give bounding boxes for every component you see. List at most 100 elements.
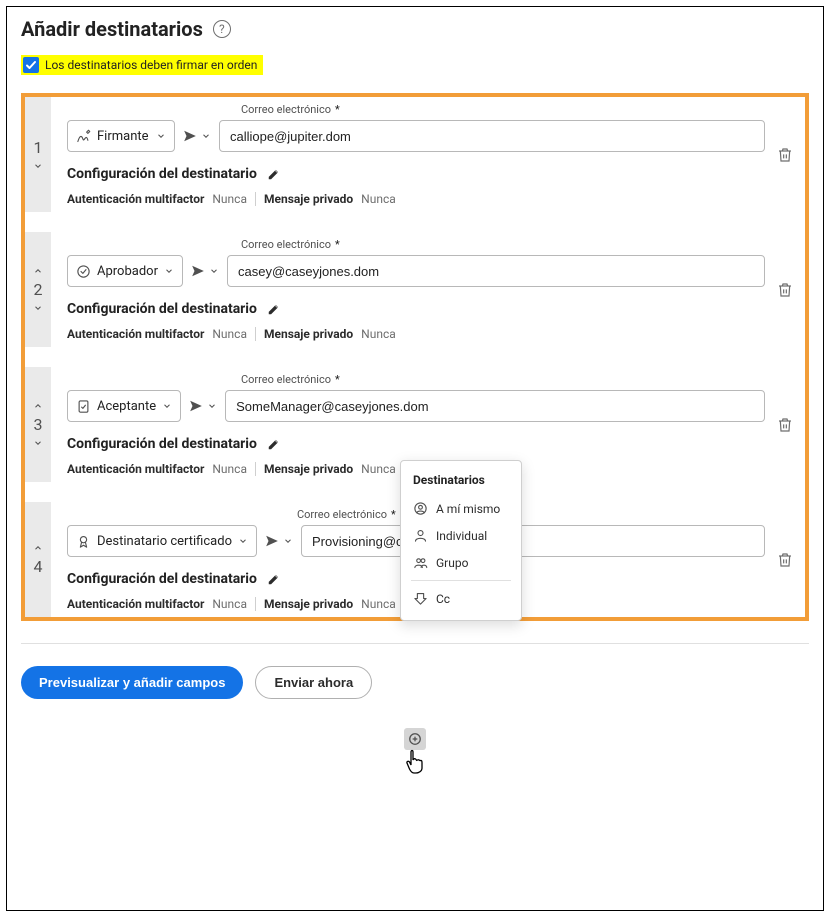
recipient-config-title: Configuración del destinatario <box>67 436 257 452</box>
move-down-icon[interactable] <box>33 161 43 171</box>
recipient-email-input[interactable] <box>227 255 765 287</box>
send-icon <box>191 264 205 278</box>
edit-config-button[interactable] <box>267 572 281 586</box>
sign-in-order-label: Los destinatarios deben firmar en orden <box>45 58 257 72</box>
mfa-label: Autenticación multifactor <box>67 192 204 206</box>
divider <box>21 643 809 644</box>
popover-item-label: A mí mismo <box>436 502 500 516</box>
group-icon <box>413 555 428 570</box>
delivery-select[interactable] <box>265 534 293 548</box>
private-msg-value: Nunca <box>361 462 396 476</box>
edit-config-button[interactable] <box>267 167 281 181</box>
sign-in-order-checkbox[interactable] <box>23 57 39 73</box>
move-down-icon[interactable] <box>33 438 43 448</box>
chevron-down-icon <box>207 401 217 411</box>
email-field-label: Correo electrónico <box>241 238 331 251</box>
help-icon[interactable]: ? <box>213 20 231 38</box>
role-select[interactable]: Destinatario certificado <box>67 525 257 557</box>
myself-icon <box>413 501 428 516</box>
meta-separator <box>255 192 256 206</box>
preview-add-fields-button[interactable]: Previsualizar y añadir campos <box>21 666 243 699</box>
private-msg-value: Nunca <box>361 327 396 341</box>
sign-in-order-row: Los destinatarios deben firmar en orden <box>21 55 263 75</box>
move-up-icon[interactable] <box>33 266 43 276</box>
move-up-icon[interactable] <box>33 543 43 553</box>
required-mark: * <box>335 103 340 116</box>
delivery-select[interactable] <box>191 264 219 278</box>
move-up-icon[interactable] <box>33 401 43 411</box>
recipient-config-title: Configuración del destinatario <box>67 301 257 317</box>
popover-item-cc[interactable]: Cc <box>401 585 521 612</box>
delete-recipient-button[interactable] <box>777 147 793 163</box>
recipient-email-input[interactable] <box>225 390 765 422</box>
recipient-order-col: 4 <box>25 502 51 617</box>
recipient-order-col: 1 <box>25 97 51 212</box>
email-field-label: Correo electrónico <box>241 373 331 386</box>
popover-item-group[interactable]: Grupo <box>401 549 521 576</box>
private-msg-label: Mensaje privado <box>264 597 353 611</box>
recipient-order-col: 3 <box>25 367 51 482</box>
send-icon <box>265 534 279 548</box>
chevron-down-icon <box>209 266 219 276</box>
chevron-down-icon <box>164 266 174 276</box>
recipient-email-input[interactable] <box>219 120 765 152</box>
send-icon <box>189 399 203 413</box>
private-msg-label: Mensaje privado <box>264 462 353 476</box>
required-mark: * <box>391 508 396 521</box>
popover-item-label: Cc <box>436 592 450 606</box>
role-label: Firmante <box>97 129 149 144</box>
email-field-label: Correo electrónico <box>241 103 331 116</box>
popover-item-label: Grupo <box>436 556 468 570</box>
role-select[interactable]: Aprobador <box>67 255 183 287</box>
recipient-order-number: 3 <box>34 415 43 434</box>
recipient-order-number: 2 <box>34 280 43 299</box>
recipient-row: 4Correo electrónico*Destinatario certifi… <box>25 502 805 617</box>
delete-recipient-button[interactable] <box>777 282 793 298</box>
chevron-down-icon <box>238 536 248 546</box>
delete-recipient-button[interactable] <box>777 552 793 568</box>
role-label: Aprobador <box>97 264 158 279</box>
chevron-down-icon <box>283 536 293 546</box>
recipient-row: 2 Correo electrónico * Aprobador Configuraci… <box>25 232 805 347</box>
send-icon <box>183 129 197 143</box>
private-msg-label: Mensaje privado <box>264 192 353 206</box>
approver-icon <box>76 264 91 279</box>
popover-item-individual[interactable]: Individual <box>401 522 521 549</box>
recipient-row: 1 Correo electrónico * Firmante Configuració… <box>25 97 805 212</box>
private-msg-label: Mensaje privado <box>264 327 353 341</box>
move-down-icon[interactable] <box>33 303 43 313</box>
delivery-select[interactable] <box>183 129 211 143</box>
popover-title: Destinatarios <box>401 471 521 495</box>
meta-separator <box>255 327 256 341</box>
popover-item-myself[interactable]: A mí mismo <box>401 495 521 522</box>
signer-icon <box>76 129 91 144</box>
delivery-select[interactable] <box>189 399 217 413</box>
role-label: Destinatario certificado <box>97 534 232 549</box>
recipient-email-input[interactable] <box>301 525 765 557</box>
page-title: Añadir destinatarios <box>21 17 203 41</box>
recipient-config-title: Configuración del destinatario <box>67 571 257 587</box>
meta-separator <box>255 597 256 611</box>
delete-recipient-button[interactable] <box>777 417 793 433</box>
role-select[interactable]: Aceptante <box>67 390 181 422</box>
cursor-pointer-icon <box>403 748 427 774</box>
private-msg-value: Nunca <box>361 192 396 206</box>
recipients-highlight-box: 1 Correo electrónico * Firmante Configuració… <box>21 93 809 621</box>
role-label: Aceptante <box>97 399 156 414</box>
mfa-value: Nunca <box>212 192 247 206</box>
edit-config-button[interactable] <box>267 437 281 451</box>
role-select[interactable]: Firmante <box>67 120 175 152</box>
recipient-config-title: Configuración del destinatario <box>67 166 257 182</box>
popover-item-label: Individual <box>436 529 487 543</box>
edit-config-button[interactable] <box>267 302 281 316</box>
add-recipient-button[interactable] <box>404 728 426 750</box>
mfa-value: Nunca <box>212 597 247 611</box>
mfa-label: Autenticación multifactor <box>67 462 204 476</box>
certified-icon <box>76 534 91 549</box>
private-msg-value: Nunca <box>361 597 396 611</box>
required-mark: * <box>335 238 340 251</box>
send-now-button[interactable]: Enviar ahora <box>255 666 372 699</box>
chevron-down-icon <box>156 131 166 141</box>
chevron-down-icon <box>162 401 172 411</box>
meta-separator <box>255 462 256 476</box>
